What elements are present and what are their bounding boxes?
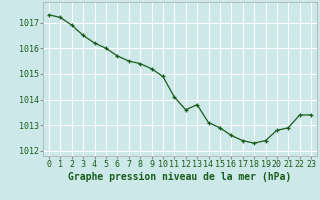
X-axis label: Graphe pression niveau de la mer (hPa): Graphe pression niveau de la mer (hPa) xyxy=(68,172,292,182)
